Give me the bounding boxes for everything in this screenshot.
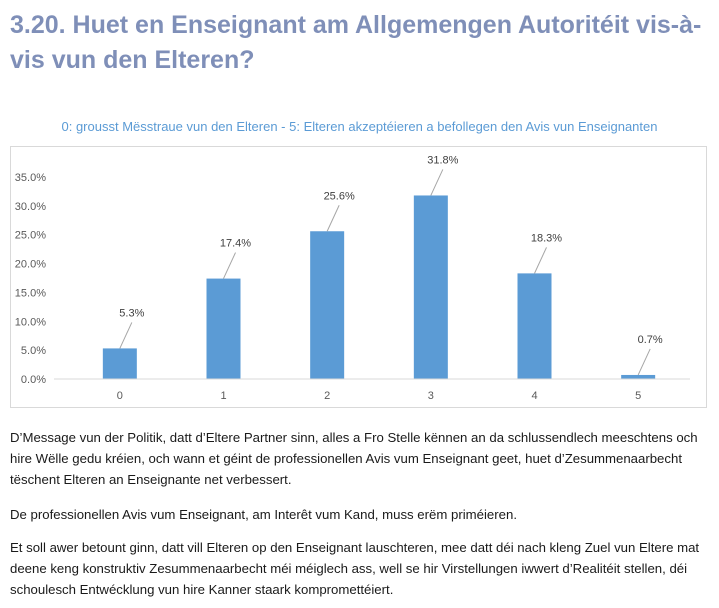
data-label: 5.3% bbox=[119, 307, 144, 319]
x-tick-label: 4 bbox=[531, 390, 537, 402]
data-label: 18.3% bbox=[531, 232, 562, 244]
y-tick-label: 10.0% bbox=[15, 316, 46, 328]
bar bbox=[413, 195, 448, 379]
bar bbox=[517, 273, 552, 379]
data-label-leader bbox=[637, 348, 651, 376]
data-label-leader bbox=[326, 205, 340, 232]
data-label-leader bbox=[430, 169, 444, 196]
bar bbox=[102, 348, 137, 379]
y-tick-label: 25.0% bbox=[15, 230, 46, 242]
data-label-leader bbox=[223, 252, 236, 279]
data-label: 31.8% bbox=[427, 154, 458, 166]
y-tick-label: 35.0% bbox=[15, 172, 46, 184]
bar bbox=[621, 374, 656, 379]
x-tick-label: 5 bbox=[635, 390, 641, 402]
y-tick-label: 30.0% bbox=[15, 201, 46, 213]
y-tick-label: 0.0% bbox=[21, 374, 46, 386]
paragraph-1: D’Message vun der Politik, datt d’Eltere… bbox=[10, 430, 698, 487]
paragraph-2: De professionellen Avis vum Enseignant, … bbox=[10, 507, 517, 522]
bar bbox=[206, 278, 241, 379]
data-label: 25.6% bbox=[324, 190, 355, 202]
x-tick-label: 2 bbox=[324, 390, 330, 402]
chart-title: 0: grousst Mësstraue vun den Elteren - 5… bbox=[61, 119, 658, 134]
chart-frame bbox=[10, 146, 707, 408]
data-label-leader bbox=[119, 322, 133, 349]
bar-chart: 0.0% 5.0% 10.0% 15.0% 20.0% 25.0% 30.0% 35.0% 0 5… bbox=[15, 154, 690, 402]
bar bbox=[310, 231, 345, 379]
page-heading: 3.20. Huet en Enseignant am Allgemengen … bbox=[10, 11, 702, 74]
y-tick-label: 20.0% bbox=[15, 259, 46, 271]
data-label-leader bbox=[534, 247, 547, 274]
y-tick-label: 5.0% bbox=[21, 345, 46, 357]
data-label: 0.7% bbox=[638, 334, 663, 346]
x-tick-label: 3 bbox=[428, 390, 434, 402]
data-label: 17.4% bbox=[220, 238, 251, 250]
x-tick-label: 1 bbox=[220, 390, 226, 402]
y-tick-label: 15.0% bbox=[15, 287, 46, 299]
x-tick-label: 0 bbox=[117, 390, 123, 402]
paragraph-3: Et soll awer betount ginn, datt vill Elt… bbox=[10, 540, 700, 597]
